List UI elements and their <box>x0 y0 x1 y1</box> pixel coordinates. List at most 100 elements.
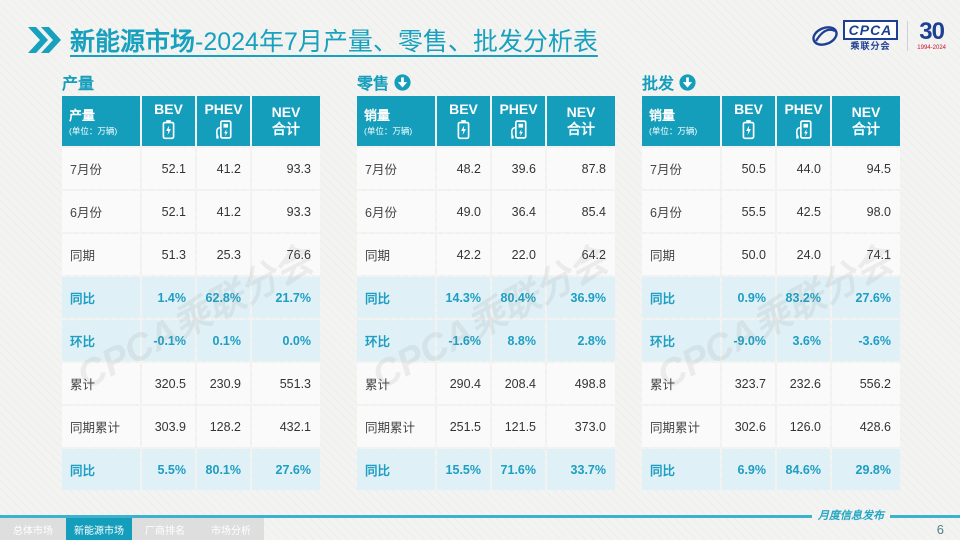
cell-value: 85.4 <box>547 191 615 232</box>
cell-value: 432.1 <box>252 406 320 447</box>
row-label: 同比 <box>357 277 435 318</box>
down-arrow-icon <box>394 73 411 91</box>
slide-header: 新能源市场-2024年7月产量、零售、批发分析表 <box>28 22 598 58</box>
wholesale-table: 销量 (单位：万辆) BEV PHEV NEV 合计 7月份 50.5 44.0 94… <box>642 96 900 490</box>
retail-table: 销量 (单位：万辆) BEV PHEV NEV 合计 7月份 48.2 39.6 87… <box>357 96 615 490</box>
row-label: 同比 <box>642 449 720 490</box>
battery-icon <box>741 119 756 140</box>
cell-value: 3.6% <box>777 320 830 361</box>
charging-pump-icon <box>509 119 528 140</box>
row-label: 7月份 <box>357 148 435 189</box>
cpca-logo-subtext: 乘联分会 <box>850 41 891 51</box>
row-label: 同期 <box>357 234 435 275</box>
charging-pump-icon <box>214 119 233 140</box>
cell-value: 5.5% <box>142 449 195 490</box>
column-header-phev: PHEV <box>492 96 545 146</box>
cell-value: 21.7% <box>252 277 320 318</box>
cell-value: 50.0 <box>722 234 775 275</box>
cell-value: 27.6% <box>252 449 320 490</box>
cell-value: 52.1 <box>142 191 195 232</box>
cell-value: 14.3% <box>437 277 490 318</box>
battery-icon <box>456 119 471 140</box>
cell-value: 0.1% <box>197 320 250 361</box>
cell-value: 126.0 <box>777 406 830 447</box>
row-label: 累计 <box>357 363 435 404</box>
row-label: 环比 <box>642 320 720 361</box>
row-label: 同比 <box>62 449 140 490</box>
bottom-nav: 总体市场 新能源市场 厂商排名 市场分析 <box>0 518 264 540</box>
cell-value: 42.5 <box>777 191 830 232</box>
row-label: 同比 <box>62 277 140 318</box>
cell-value: 373.0 <box>547 406 615 447</box>
section-label-wholesale: 批发 <box>642 76 675 93</box>
production-table: 产量 (单位：万辆) BEV PHEV NEV 合计 7月份 52.1 41.2 93… <box>62 96 320 490</box>
cell-value: 51.3 <box>142 234 195 275</box>
double-chevron-right-icon <box>28 27 61 53</box>
retail-table-section: 零售 销量 (单位：万辆) BEV PHEV <box>357 72 615 490</box>
row-label: 环比 <box>357 320 435 361</box>
cell-value: -3.6% <box>832 320 900 361</box>
cell-value: 27.6% <box>832 277 900 318</box>
cell-value: 39.6 <box>492 148 545 189</box>
section-label-retail: 零售 <box>357 76 390 93</box>
tab-market-analysis[interactable]: 市场分析 <box>198 518 264 540</box>
charging-pump-icon <box>794 119 813 140</box>
column-header-bev: BEV <box>437 96 490 146</box>
cell-value: 320.5 <box>142 363 195 404</box>
row-label: 同期累计 <box>62 406 140 447</box>
section-label-production: 产量 <box>62 76 95 93</box>
cell-value: 428.6 <box>832 406 900 447</box>
cell-value: 303.9 <box>142 406 195 447</box>
cell-value: 25.3 <box>197 234 250 275</box>
tab-nev-market[interactable]: 新能源市场 <box>66 518 132 540</box>
cell-value: 93.3 <box>252 148 320 189</box>
tab-oem-ranking[interactable]: 厂商排名 <box>132 518 198 540</box>
cell-value: 232.6 <box>777 363 830 404</box>
corner-header-cell: 销量 (单位：万辆) <box>357 96 435 146</box>
column-header-nev: NEV 合计 <box>252 96 320 146</box>
down-arrow-icon <box>679 73 696 91</box>
row-label: 6月份 <box>642 191 720 232</box>
row-label: 同期 <box>62 234 140 275</box>
cell-value: 290.4 <box>437 363 490 404</box>
column-header-nev: NEV 合计 <box>547 96 615 146</box>
cell-value: 41.2 <box>197 148 250 189</box>
row-label: 同比 <box>642 277 720 318</box>
row-label: 同期累计 <box>357 406 435 447</box>
cpca-logo-text: CPCA <box>842 20 899 40</box>
page-title-bold: 新能源市场 <box>70 28 196 56</box>
cell-value: 64.2 <box>547 234 615 275</box>
cell-value: 251.5 <box>437 406 490 447</box>
row-label: 累计 <box>642 363 720 404</box>
cell-value: 0.9% <box>722 277 775 318</box>
row-label: 同期累计 <box>642 406 720 447</box>
footer-divider-right <box>890 515 960 518</box>
publication-label: 月度信息发布 <box>818 509 884 522</box>
cell-value: 33.7% <box>547 449 615 490</box>
cell-value: 6.9% <box>722 449 775 490</box>
cell-value: -1.6% <box>437 320 490 361</box>
cell-value: 498.8 <box>547 363 615 404</box>
cell-value: 128.2 <box>197 406 250 447</box>
cpca-swoosh-icon <box>811 24 839 48</box>
cell-value: 302.6 <box>722 406 775 447</box>
cell-value: 42.2 <box>437 234 490 275</box>
anniversary-30-number: 30 <box>919 18 945 45</box>
cell-value: -0.1% <box>142 320 195 361</box>
cell-value: 1.4% <box>142 277 195 318</box>
cell-value: 41.2 <box>197 191 250 232</box>
cell-value: 50.5 <box>722 148 775 189</box>
tab-overall-market[interactable]: 总体市场 <box>0 518 66 540</box>
cell-value: 83.2% <box>777 277 830 318</box>
cell-value: 76.6 <box>252 234 320 275</box>
anniversary-years: 1994-2024 <box>917 45 946 51</box>
cell-value: 551.3 <box>252 363 320 404</box>
cell-value: 36.4 <box>492 191 545 232</box>
page-title: 新能源市场-2024年7月产量、零售、批发分析表 <box>70 22 598 58</box>
cell-value: 71.6% <box>492 449 545 490</box>
cell-value: 121.5 <box>492 406 545 447</box>
cell-value: 556.2 <box>832 363 900 404</box>
corner-header-cell: 产量 (单位：万辆) <box>62 96 140 146</box>
cell-value: 87.8 <box>547 148 615 189</box>
